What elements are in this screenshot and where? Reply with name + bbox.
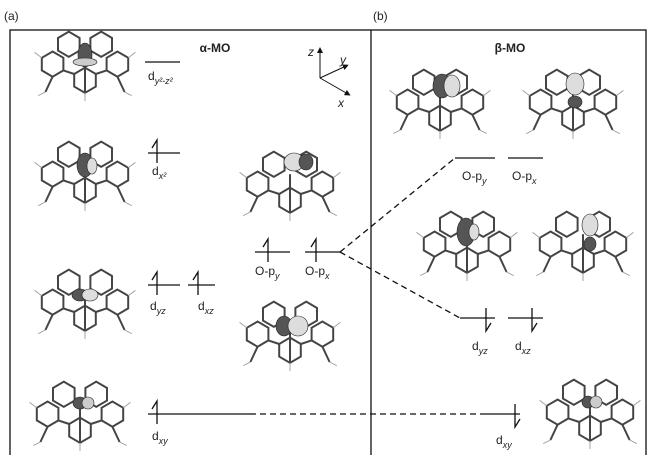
label-subscript: xy <box>158 436 169 446</box>
label-base: O-p <box>255 264 275 278</box>
level-label: dyz <box>472 339 488 356</box>
level-label: dxy <box>496 433 512 450</box>
axes-glyph: z y x <box>307 45 348 110</box>
level-label: dy²-z² <box>148 69 174 86</box>
level-label: O-py <box>255 264 280 281</box>
panel-title: β-MO <box>495 41 526 55</box>
label-subscript: xy <box>502 440 513 450</box>
label-base: d <box>150 299 157 313</box>
axis-label: x <box>337 96 345 110</box>
label-base: d <box>515 339 522 353</box>
label-subscript: xz <box>521 346 532 356</box>
level-label: dx² <box>152 164 167 181</box>
label-subscript: xz <box>204 306 215 316</box>
label-base: d <box>152 429 159 443</box>
label-base: d <box>152 164 159 178</box>
label-subscript: y <box>481 176 487 186</box>
level-label: dxy <box>152 429 168 446</box>
label-base: O-p <box>305 264 325 278</box>
label-base: O-p <box>462 169 482 183</box>
label-subscript: x <box>324 271 330 281</box>
label-base: d <box>148 69 155 83</box>
label-base: O-p <box>512 169 532 183</box>
label-base: d <box>472 339 479 353</box>
axis-label: z <box>307 45 314 59</box>
level-label: dyz <box>150 299 166 316</box>
label-base: d <box>198 299 205 313</box>
molecules <box>30 32 641 451</box>
energy-levels <box>145 62 543 427</box>
label-subscript: y <box>274 271 280 281</box>
level-label: O-px <box>512 169 537 186</box>
panel-label: (b) <box>373 9 388 23</box>
level-label: dxz <box>515 339 531 356</box>
panel-label: (a) <box>4 9 19 23</box>
label-subscript: y²-z² <box>154 76 174 86</box>
level-label: dxz <box>198 299 214 316</box>
panel-title: α-MO <box>200 41 231 55</box>
label-subscript: yz <box>156 306 167 316</box>
level-label: O-py <box>462 169 487 186</box>
label-subscript: x <box>531 176 537 186</box>
label-subscript: yz <box>478 346 489 356</box>
label-subscript: x² <box>158 171 168 181</box>
level-label: O-px <box>305 264 330 281</box>
mo-diagram: (a) (b) α-MO β-MO z y x <box>0 0 649 455</box>
axis-label: y <box>339 53 347 67</box>
frame <box>10 30 646 455</box>
label-base: d <box>496 433 503 447</box>
